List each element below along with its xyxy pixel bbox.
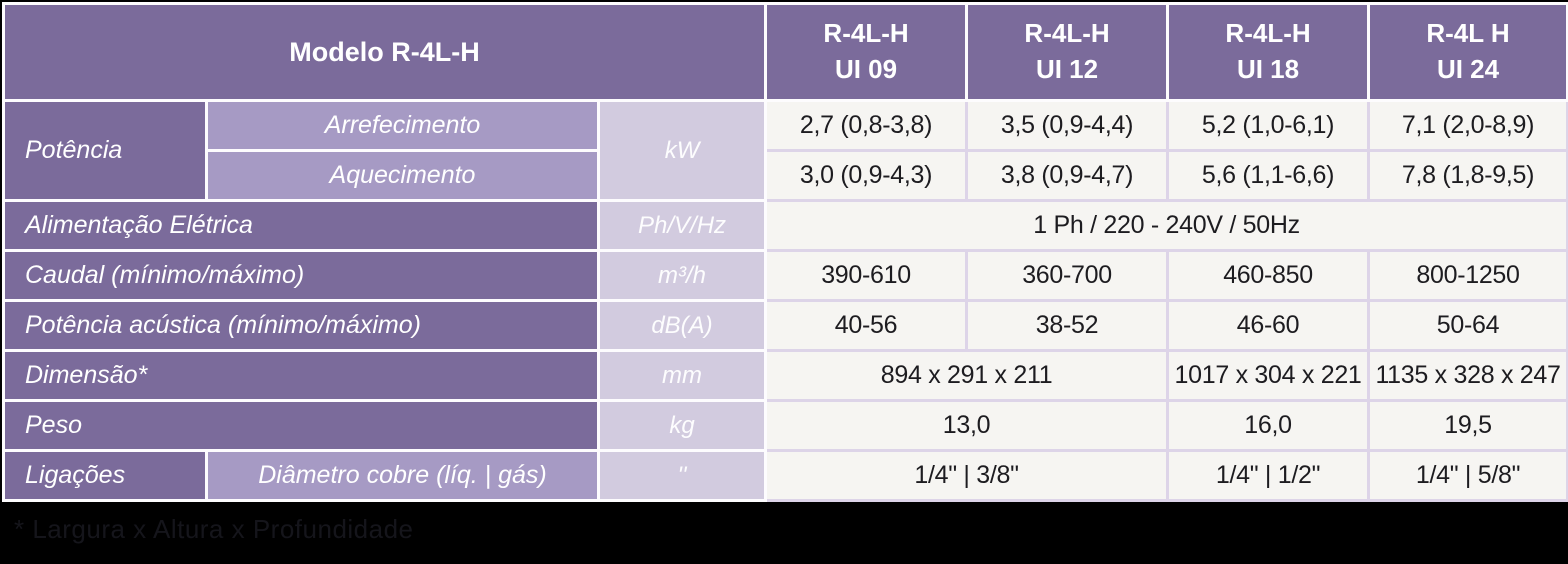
value-cell: 3,0 (0,9-4,3) xyxy=(764,149,969,202)
table-header-row: Modelo R-4L-H R-4L-H UI 09 R-4L-H UI 12 … xyxy=(1,2,1568,102)
value-cell: 13,0 xyxy=(764,399,1170,452)
row-group-ligacoes: Ligações xyxy=(2,449,208,502)
row-caudal: Caudal (mínimo/máximo) m³/h 390-610 360-… xyxy=(2,249,1568,302)
table-title: Modelo R-4L-H xyxy=(1,2,768,102)
column-header-ui12: R-4L-H UI 12 xyxy=(965,2,1170,102)
value-cell: 360-700 xyxy=(965,249,1170,302)
unit-kw: kW xyxy=(596,99,768,202)
row-alimentacao: Alimentação Elétrica Ph/V/Hz 1 Ph / 220 … xyxy=(2,199,1568,252)
value-cell: 50-64 xyxy=(1367,299,1568,352)
value-cell: 1/4" | 1/2" xyxy=(1166,449,1371,502)
value-cell: 46-60 xyxy=(1166,299,1371,352)
value-cell: 1135 x 328 x 247 xyxy=(1367,349,1568,402)
row-acustica: Potência acústica (mínimo/máximo) dB(A) … xyxy=(2,299,1568,352)
row-peso: Peso kg 13,0 16,0 19,5 xyxy=(2,399,1568,452)
row-label-diametro: Diâmetro cobre (líq. | gás) xyxy=(205,449,600,502)
row-label-acustica: Potência acústica (mínimo/máximo) xyxy=(2,299,600,352)
value-cell: 3,5 (0,9-4,4) xyxy=(965,99,1170,152)
row-aquecimento: Aquecimento 3,0 (0,9-4,3) 3,8 (0,9-4,7) … xyxy=(4,149,1568,202)
row-label-aquecimento: Aquecimento xyxy=(205,149,600,202)
model-variant: UI 09 xyxy=(834,54,898,84)
value-cell: 1/4" | 5/8" xyxy=(1367,449,1568,502)
unit-phvhz: Ph/V/Hz xyxy=(596,199,768,252)
row-label-peso: Peso xyxy=(2,399,600,452)
value-cell: 16,0 xyxy=(1166,399,1371,452)
value-cell: 5,6 (1,1-6,6) xyxy=(1166,149,1371,202)
value-cell: 5,2 (1,0-6,1) xyxy=(1166,99,1371,152)
unit-inches: '' xyxy=(596,449,768,502)
value-cell: 38-52 xyxy=(965,299,1170,352)
value-cell: 1017 x 304 x 221 xyxy=(1166,349,1371,402)
row-label-dimensao: Dimensão* xyxy=(2,349,600,402)
row-group-potencia: Potência xyxy=(2,99,208,202)
column-header-ui24: R-4L H UI 24 xyxy=(1367,2,1568,102)
column-header-ui09: R-4L-H UI 09 xyxy=(764,2,969,102)
row-arrefecimento: Potência Arrefecimento kW 2,7 (0,8-3,8) … xyxy=(2,99,1568,202)
value-cell: 3,8 (0,9-4,7) xyxy=(965,149,1170,202)
row-label-arrefecimento: Arrefecimento xyxy=(205,99,600,152)
value-cell: 1 Ph / 220 - 240V / 50Hz xyxy=(764,199,1568,252)
model-name: R-4L-H xyxy=(1024,18,1110,49)
value-cell: 2,7 (0,8-3,8) xyxy=(764,99,969,152)
column-header-ui18: R-4L-H UI 18 xyxy=(1166,2,1371,102)
value-cell: 40-56 xyxy=(764,299,969,352)
unit-kg: kg xyxy=(596,399,768,452)
value-cell: 7,1 (2,0-8,9) xyxy=(1367,99,1568,152)
model-name: R-4L H xyxy=(1426,18,1510,49)
unit-m3h: m³/h xyxy=(596,249,768,302)
value-cell: 1/4" | 3/8" xyxy=(764,449,1170,502)
value-cell: 460-850 xyxy=(1166,249,1371,302)
footer-bar: * Largura x Altura x Profundidade xyxy=(0,502,1568,557)
model-variant: UI 24 xyxy=(1436,54,1500,84)
unit-mm: mm xyxy=(596,349,768,402)
row-label-alimentacao: Alimentação Elétrica xyxy=(2,199,600,252)
row-label-caudal: Caudal (mínimo/máximo) xyxy=(2,249,600,302)
model-name: R-4L-H xyxy=(1225,18,1311,49)
value-cell: 894 x 291 x 211 xyxy=(764,349,1170,402)
value-cell: 800-1250 xyxy=(1367,249,1568,302)
row-ligacoes: Ligações Diâmetro cobre (líq. | gás) '' … xyxy=(2,449,1568,502)
value-cell: 7,8 (1,8-9,5) xyxy=(1367,149,1568,202)
unit-dba: dB(A) xyxy=(596,299,768,352)
model-variant: UI 18 xyxy=(1236,54,1300,84)
footnote: * Largura x Altura x Profundidade xyxy=(14,514,414,544)
row-dimensao: Dimensão* mm 894 x 291 x 211 1017 x 304 … xyxy=(2,349,1568,402)
model-name: R-4L-H xyxy=(823,18,909,49)
model-variant: UI 12 xyxy=(1035,54,1099,84)
value-cell: 390-610 xyxy=(764,249,969,302)
spec-table: Modelo R-4L-H R-4L-H UI 09 R-4L-H UI 12 … xyxy=(1,2,1568,502)
value-cell: 19,5 xyxy=(1367,399,1568,452)
